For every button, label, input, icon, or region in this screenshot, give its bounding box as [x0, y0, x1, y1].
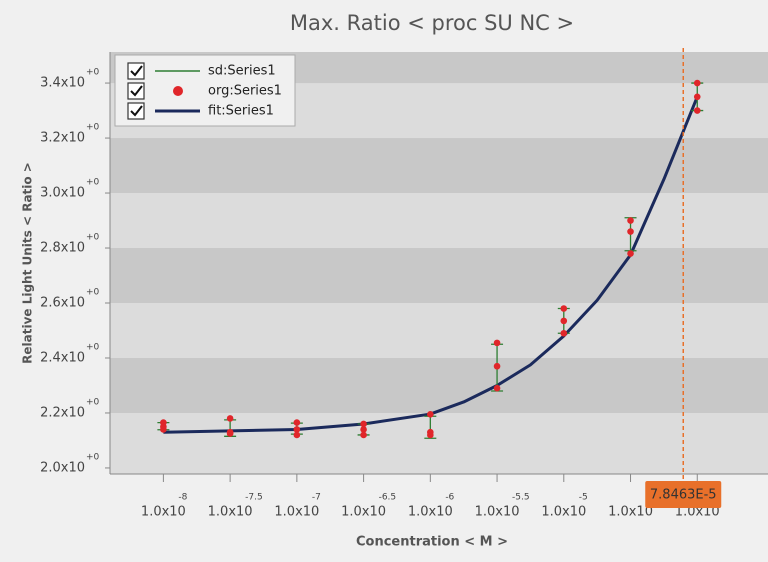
data-point [560, 317, 568, 325]
data-point [493, 362, 501, 370]
y-tick-exponent: +0 [86, 68, 100, 78]
y-tick-label: 3.2x10 [40, 131, 85, 146]
y-tick-label: 2.8x10 [40, 241, 85, 256]
grid-band [110, 138, 768, 194]
legend-label: org:Series1 [208, 84, 282, 99]
data-point [693, 107, 701, 114]
x-tick-exponent: -5 [579, 493, 588, 503]
x-tick-exponent: -7.5 [245, 493, 263, 503]
y-tick-exponent: +0 [86, 178, 100, 188]
data-point [226, 430, 234, 437]
legend-checkbox[interactable] [127, 82, 145, 100]
data-point [427, 431, 434, 439]
y-tick-label: 3.4x10 [40, 76, 85, 91]
legend-box [114, 54, 296, 127]
data-point [360, 431, 367, 439]
data-point [226, 415, 234, 422]
data-point [693, 79, 701, 87]
data-point [493, 384, 501, 392]
y-tick-label: 2.6x10 [40, 296, 85, 311]
data-point [627, 228, 634, 235]
x-tick-exponent: -7 [312, 493, 321, 503]
x-tick-label: 1.0x10 [141, 505, 186, 520]
data-point [560, 329, 568, 337]
x-tick-exponent: -8 [178, 493, 187, 503]
marker-label: 7.8463E-5 [650, 488, 717, 503]
y-axis-label: Relative Light Units < Ratio > [21, 162, 35, 364]
legend-checkbox[interactable] [127, 102, 145, 120]
legend-checkbox[interactable] [127, 62, 145, 80]
data-point [360, 426, 367, 433]
data-point [560, 305, 568, 312]
x-tick-label: 1.0x10 [475, 505, 520, 520]
y-tick-exponent: +0 [86, 452, 100, 462]
y-tick-exponent: +0 [86, 342, 100, 352]
data-point [493, 339, 501, 347]
x-tick-label: 1.0x10 [675, 505, 720, 520]
y-tick-exponent: +0 [86, 233, 100, 243]
data-point [693, 93, 701, 101]
legend-label: fit:Series1 [208, 104, 274, 119]
legend-check[interactable] [130, 85, 143, 97]
x-tick-label: 1.0x10 [274, 505, 319, 520]
x-tick-exponent: -6 [445, 493, 454, 503]
y-tick-label: 2.4x10 [40, 350, 85, 365]
chart-title: Max. Ratio < proc SU NC > [290, 11, 574, 35]
legend-check[interactable] [130, 105, 143, 117]
x-tick-label: 1.0x10 [541, 505, 586, 520]
x-tick-label: 1.0x10 [408, 505, 453, 520]
data-point [627, 250, 634, 257]
marker-label-box [645, 481, 722, 508]
y-tick-label: 3.0x10 [40, 186, 85, 201]
y-tick-label: 2.2x10 [40, 405, 85, 420]
grid-band [110, 357, 768, 413]
data-point [160, 426, 167, 433]
x-axis-label: Concentration < M > [356, 535, 508, 550]
x-tick-label: 1.0x10 [208, 505, 253, 520]
y-tick-exponent: +0 [86, 288, 100, 298]
y-tick-exponent: +0 [86, 397, 100, 407]
data-point [627, 217, 634, 224]
legend-symbol [173, 86, 183, 96]
grid-band [110, 248, 768, 304]
data-point [293, 426, 301, 433]
data-point [360, 420, 367, 428]
legend-check[interactable] [130, 65, 143, 77]
data-point [293, 431, 301, 439]
data-point [293, 419, 301, 426]
legend-label: sd:Series1 [208, 64, 276, 79]
y-tick-label: 2.0x10 [40, 460, 85, 475]
x-tick-exponent: -6.5 [379, 493, 397, 503]
data-point [427, 411, 434, 418]
x-tick-label: 1.0x10 [608, 505, 653, 520]
x-tick-exponent: -5.5 [512, 493, 530, 503]
x-tick-label: 1.0x10 [341, 505, 386, 520]
y-tick-exponent: +0 [86, 123, 100, 133]
